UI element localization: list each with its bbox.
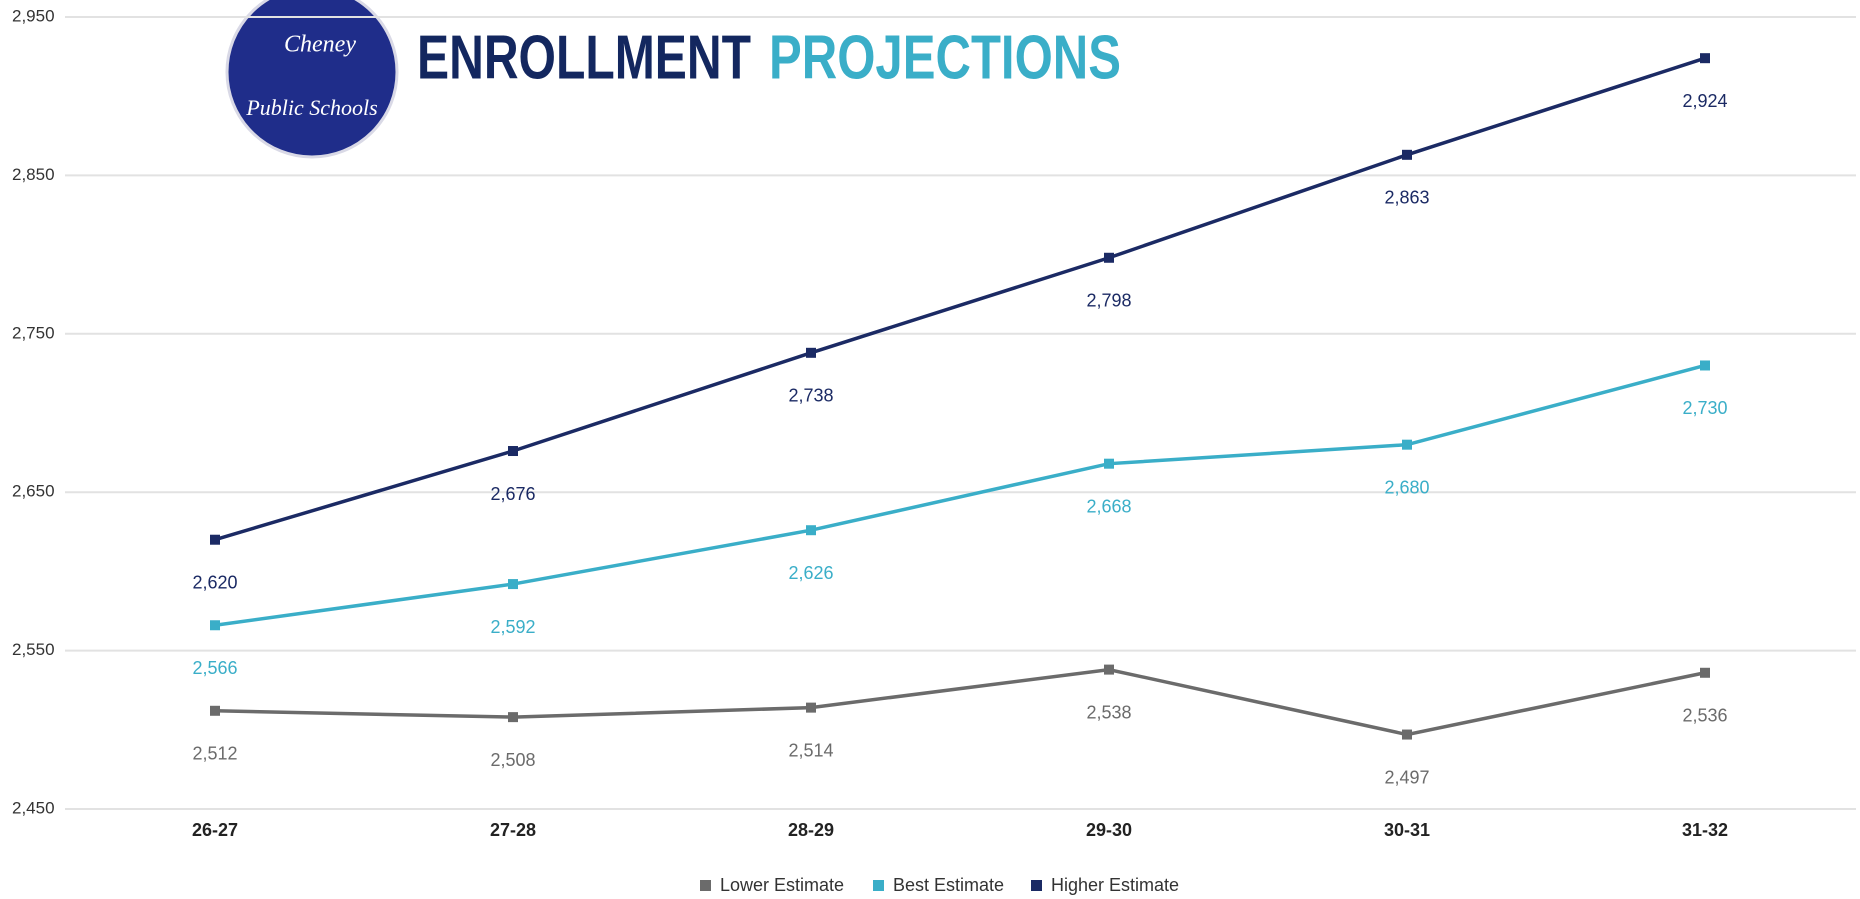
y-tick-label: 2,550	[12, 640, 55, 659]
legend-label: Best Estimate	[893, 875, 1004, 895]
data-label: 2,924	[1682, 91, 1727, 111]
x-tick-label: 29-30	[1086, 820, 1132, 840]
point	[1402, 439, 1412, 450]
point	[1104, 664, 1114, 675]
point	[210, 534, 220, 545]
data-label: 2,680	[1384, 477, 1429, 497]
point	[1700, 360, 1710, 371]
point	[1700, 667, 1710, 678]
legend-label: Higher Estimate	[1051, 875, 1179, 895]
y-tick-label: 2,750	[12, 323, 55, 342]
data-label: 2,536	[1682, 706, 1727, 726]
x-tick-label: 28-29	[788, 820, 834, 840]
x-tick-label: 30-31	[1384, 820, 1430, 840]
point	[806, 702, 816, 713]
point	[210, 705, 220, 716]
data-label: 2,798	[1086, 291, 1131, 311]
y-tick-label: 2,950	[12, 6, 55, 25]
data-label: 2,620	[192, 572, 237, 592]
y-tick-label: 2,450	[12, 798, 55, 817]
series-line	[214, 56, 1706, 542]
legend-swatch	[700, 880, 711, 891]
logo-text: Cheney	[284, 32, 356, 58]
data-label: 2,730	[1682, 398, 1727, 418]
logo: Cheney Public Schools	[225, 0, 399, 159]
point	[1402, 149, 1412, 160]
data-label: 2,626	[788, 563, 833, 583]
chart-title: PROJECTIONS	[769, 23, 1121, 92]
data-label: 2,668	[1086, 496, 1131, 516]
x-tick-label: 31-32	[1682, 820, 1728, 840]
point	[508, 712, 518, 723]
point	[210, 620, 220, 631]
data-label: 2,497	[1384, 767, 1429, 787]
data-label: 2,676	[490, 484, 535, 504]
point	[1104, 252, 1114, 263]
point	[508, 446, 518, 457]
logo-circle	[225, 0, 399, 159]
point	[1104, 458, 1114, 469]
series-line	[214, 363, 1706, 627]
legend-swatch	[873, 880, 884, 891]
data-label: 2,508	[490, 750, 535, 770]
x-tick-label: 27-28	[490, 820, 536, 840]
point	[1402, 729, 1412, 740]
series-line	[214, 667, 1706, 737]
logo-text: Public Schools	[245, 95, 377, 120]
legend-label: Lower Estimate	[720, 875, 844, 895]
y-tick-label: 2,650	[12, 482, 55, 501]
chart-title: ENROLLMENT	[417, 23, 751, 92]
y-tick-label: 2,850	[12, 165, 55, 184]
data-label: 2,514	[788, 740, 833, 760]
point	[1700, 53, 1710, 64]
data-label: 2,538	[1086, 702, 1131, 722]
data-label: 2,512	[192, 744, 237, 764]
data-label: 2,863	[1384, 188, 1429, 208]
x-tick-label: 26-27	[192, 820, 238, 840]
point	[806, 347, 816, 358]
data-label: 2,738	[788, 386, 833, 406]
data-label: 2,566	[192, 658, 237, 678]
point	[806, 525, 816, 536]
data-label: 2,592	[490, 617, 535, 637]
point	[508, 579, 518, 590]
legend-swatch	[1031, 880, 1042, 891]
